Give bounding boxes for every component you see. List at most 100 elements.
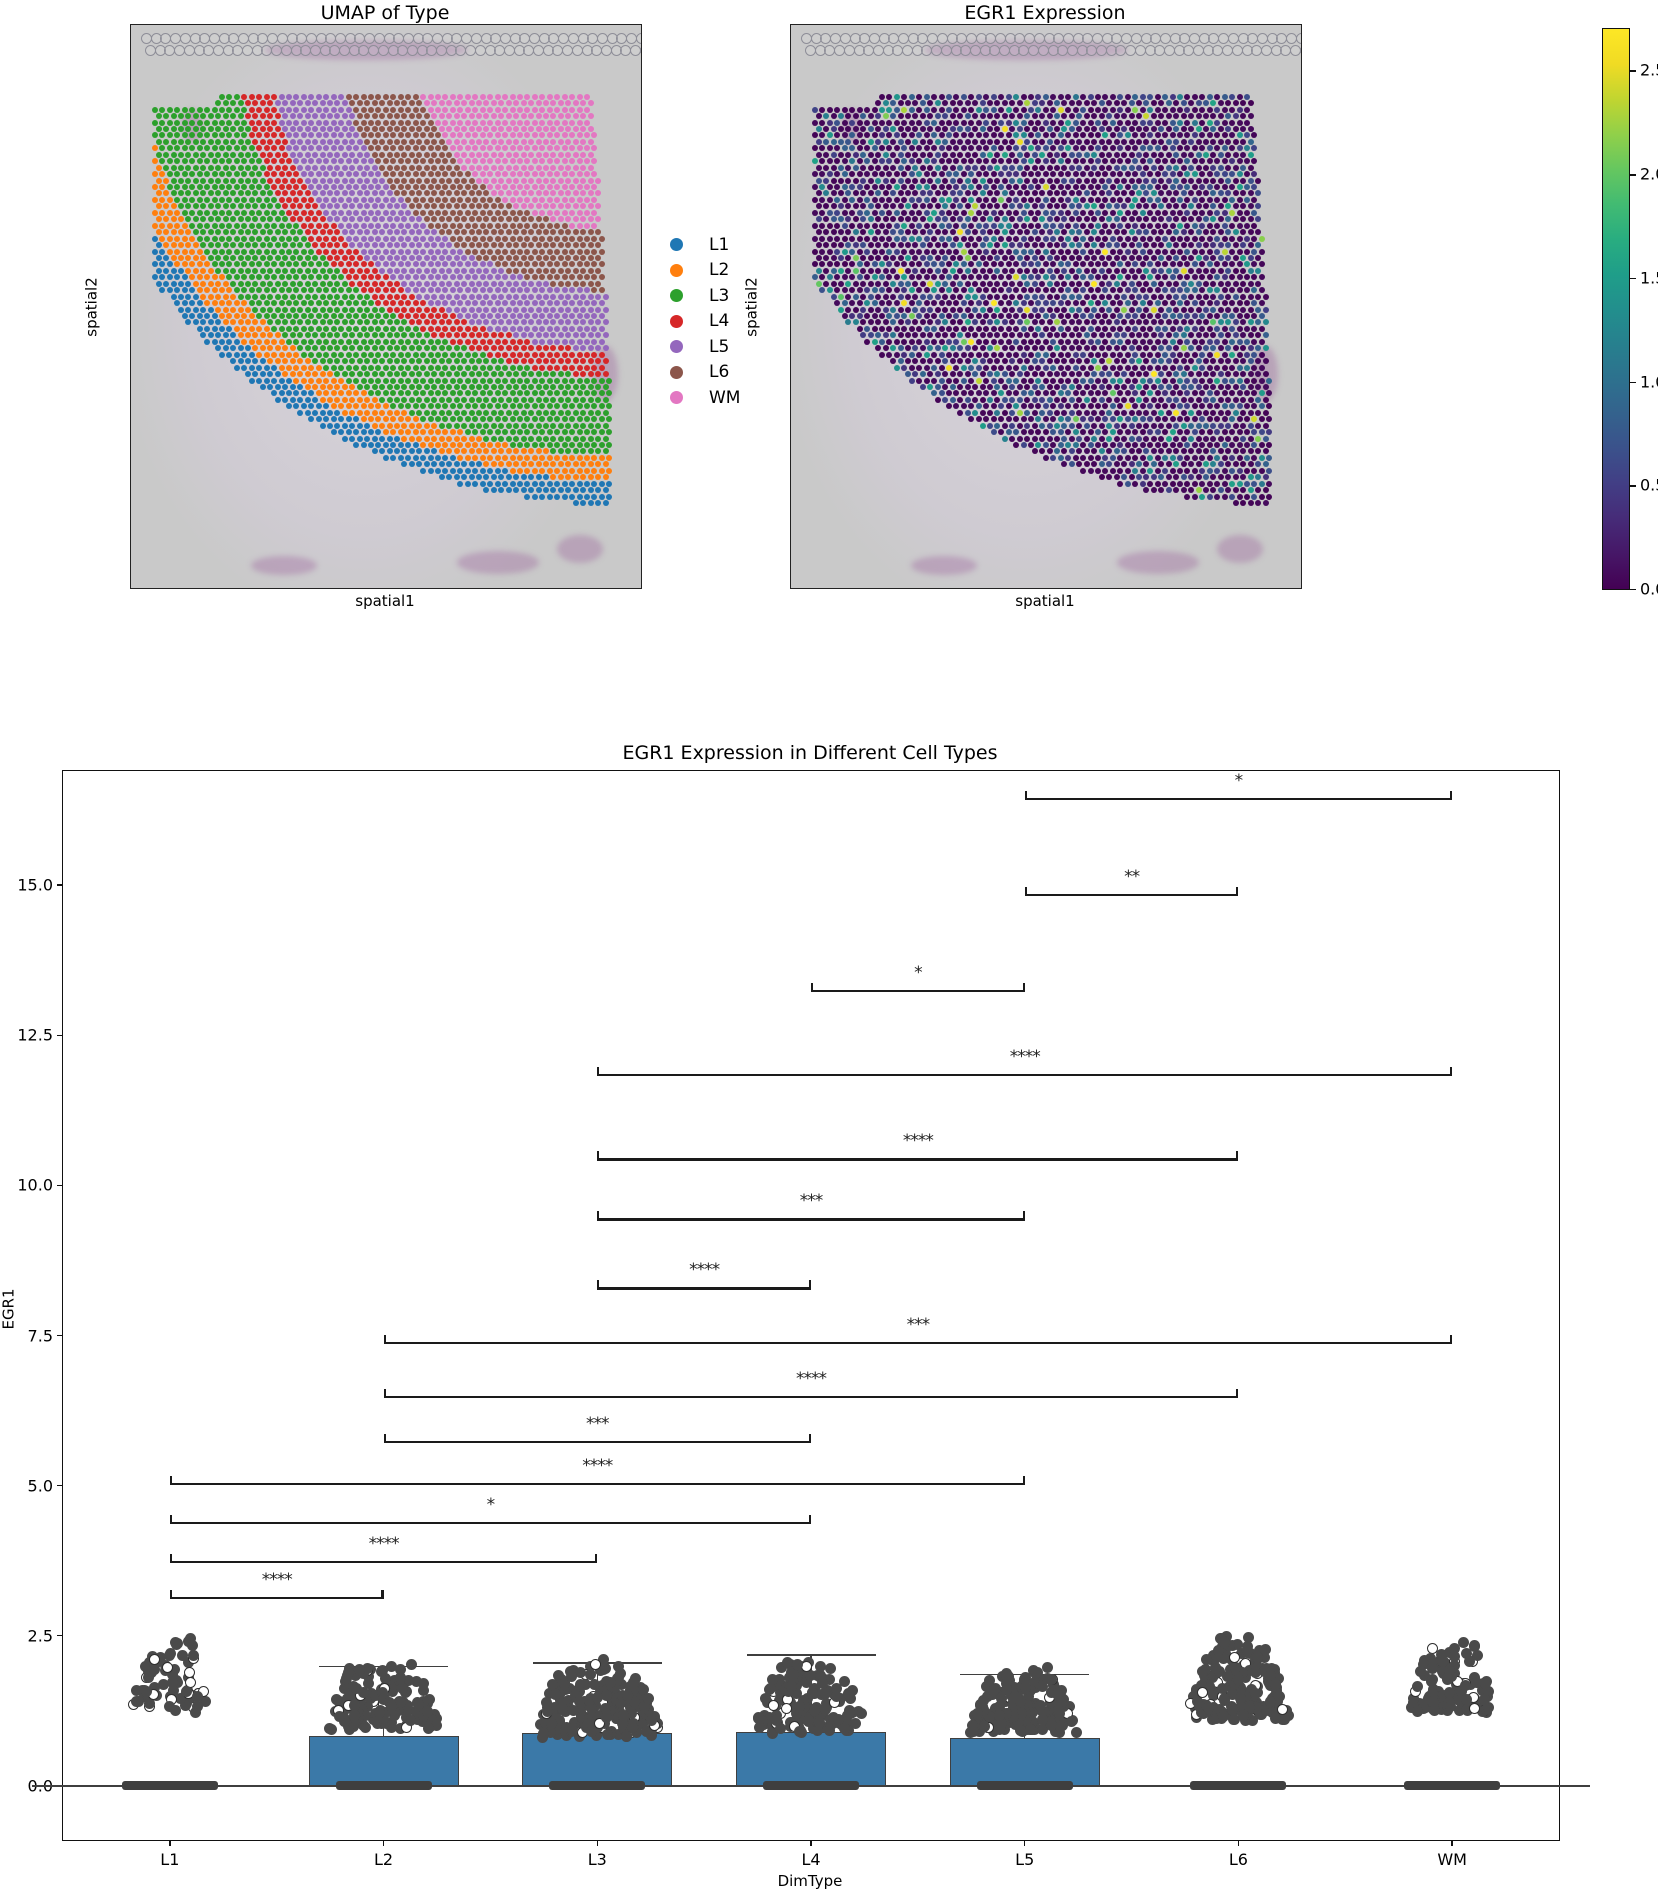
tissue-spot-type (572, 345, 579, 352)
tissue-spot-type (587, 177, 594, 184)
tissue-spot-type (420, 338, 427, 345)
tissue-spot-type (565, 345, 572, 352)
tissue-spot-type (543, 358, 550, 365)
tissue-spot-type (457, 338, 464, 345)
legend-item-l1[interactable]: L1 (670, 232, 740, 258)
tissue-spot-type (267, 125, 274, 132)
tissue-spot-expression (1031, 151, 1038, 158)
tissue-spot-expression (1109, 93, 1116, 100)
tissue-spot-type (453, 177, 460, 184)
tissue-spot-type (300, 313, 307, 319)
tissue-spot-type (472, 235, 479, 242)
tissue-spot-type (468, 461, 475, 468)
tissue-spot-type (569, 313, 576, 319)
tissue-spot-type (379, 203, 386, 210)
tissue-spot-type (505, 448, 512, 455)
tissue-spot-type (304, 409, 311, 416)
tissue-spot-type (602, 461, 609, 468)
tissue-spot-type (502, 222, 509, 229)
tissue-spot-type (204, 313, 211, 319)
legend-item-l2[interactable]: L2 (670, 258, 740, 284)
legend-item-l3[interactable]: L3 (670, 283, 740, 309)
tissue-spot-type (584, 196, 590, 203)
tissue-spot-type (151, 235, 158, 242)
tissue-spot-type (449, 132, 456, 139)
tissue-spot-type (319, 203, 326, 210)
tissue-spot-type (416, 138, 423, 145)
tissue-spot-type (550, 125, 557, 132)
tissue-spot-type (386, 254, 393, 261)
tissue-spot-type (237, 306, 244, 313)
tissue-spot-expression (1005, 184, 1012, 190)
tissue-spot-expression (972, 177, 979, 184)
tissue-spot-type (431, 396, 438, 403)
tissue-spot-expression (998, 222, 1005, 229)
tissue-spot-type (502, 196, 509, 203)
tissue-spot-type (163, 125, 170, 132)
tissue-spot-type (431, 125, 438, 132)
tissue-spot-type (230, 319, 237, 326)
tissue-spot-type (248, 171, 255, 178)
tissue-spot-type (312, 371, 319, 378)
tissue-spot-expression (830, 151, 837, 158)
tissue-spot-type (505, 203, 512, 210)
tissue-spot-type (498, 383, 505, 390)
tissue-spot-type (461, 190, 468, 197)
tissue-spot-type (546, 184, 553, 190)
legend-item-wm[interactable]: WM (670, 385, 740, 411)
tissue-spot-type (498, 164, 505, 171)
tissue-spot-type (256, 93, 263, 100)
tissue-spot-type (502, 184, 509, 190)
tissue-spot-type (431, 254, 438, 261)
tissue-spot-expression (1199, 93, 1206, 100)
tissue-spot-expression (871, 248, 878, 255)
tissue-spot-type (349, 267, 356, 274)
tissue-spot-type (509, 416, 516, 423)
tissue-spot-type (598, 377, 605, 384)
tissue-spot-type (304, 138, 311, 145)
tissue-spot-type (587, 203, 594, 210)
tissue-spot-type (453, 151, 460, 158)
tissue-spot-type (297, 177, 304, 184)
tissue-spot-type (300, 235, 307, 242)
tissue-spot-expression (1098, 177, 1105, 184)
tissue-spot-type (606, 377, 613, 384)
tissue-spot-type (386, 267, 393, 274)
tissue-spot-type (233, 248, 240, 255)
tissue-spot-type (498, 151, 505, 158)
tissue-spot-type (557, 151, 564, 158)
tissue-spot-type (245, 177, 252, 184)
tissue-spot-type (472, 119, 479, 126)
tissue-spot-expression (1031, 138, 1038, 145)
tissue-spot-type (423, 254, 430, 261)
tissue-spot-type (490, 487, 497, 494)
tissue-spot-type (271, 390, 278, 397)
tissue-spot-type (189, 313, 196, 319)
tissue-spot-type (502, 261, 509, 268)
legend-item-l5[interactable]: L5 (670, 334, 740, 360)
tissue-spot-type (524, 261, 531, 268)
tissue-spot-type (345, 119, 352, 126)
tissue-spot-type (516, 287, 523, 294)
legend-item-l6[interactable]: L6 (670, 360, 740, 386)
tissue-spot-type (289, 164, 296, 171)
tissue-spot-expression (826, 106, 833, 113)
tissue-spot-expression (1083, 113, 1090, 120)
tissue-spot-type (408, 448, 415, 455)
tissue-spot-type (375, 390, 382, 397)
tissue-spot-type (353, 338, 360, 345)
tissue-spot-type (561, 287, 568, 294)
umap-spatial-plot[interactable] (130, 24, 642, 589)
expression-spatial-plot[interactable] (790, 24, 1302, 589)
tissue-spot-type (151, 158, 158, 165)
tissue-spot-type (364, 267, 371, 274)
tissue-spot-type (528, 138, 535, 145)
tissue-spot-type (546, 300, 553, 307)
tissue-spot-type (189, 261, 196, 268)
tissue-spot-type (304, 396, 311, 403)
tissue-spot-type (267, 254, 274, 261)
legend-item-l4[interactable]: L4 (670, 309, 740, 335)
tissue-spot-type (539, 274, 546, 281)
tissue-spot-type (587, 409, 594, 416)
tissue-spot-type (509, 480, 516, 487)
